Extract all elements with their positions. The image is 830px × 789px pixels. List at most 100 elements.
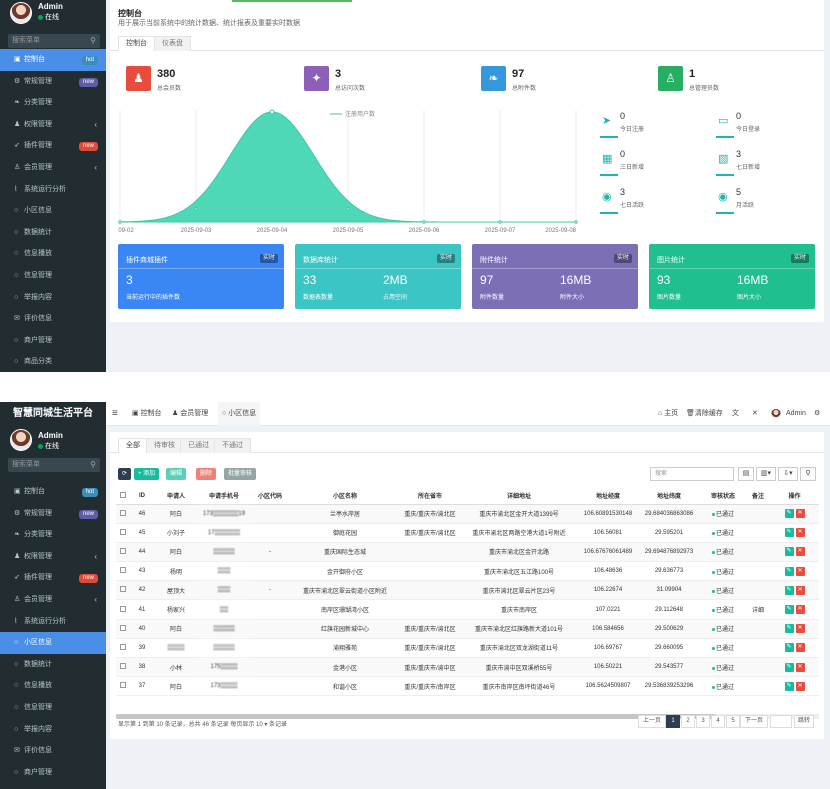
sidebar-search-input[interactable]: 搜索菜单 ⚲ (8, 458, 100, 472)
table-search-input[interactable]: 搜索 (650, 467, 734, 481)
translate-icon[interactable]: 文 (732, 410, 739, 417)
edit-pencil-icon[interactable]: ✎ (784, 624, 794, 634)
checkbox-icon[interactable] (120, 547, 126, 554)
nav-avatar[interactable] (770, 408, 782, 420)
sidebar-item-13[interactable]: ○ 商户管理 (0, 762, 106, 784)
chart-legend[interactable]: 注册用户数 (330, 110, 375, 118)
table-row[interactable]: 44 阿白 ▒▒▒▒▒ - 重庆国际生态城 重庆市渝北区金开北路 106.676760614… (116, 542, 819, 563)
data-point[interactable] (422, 220, 426, 224)
avatar[interactable] (10, 429, 32, 451)
delete-trash-icon[interactable]: ✕ (795, 528, 805, 538)
sidebar-item-10[interactable]: ○ 信息管理 (0, 697, 106, 719)
tab-dashboard[interactable]: 控制台 (118, 36, 155, 51)
delete-trash-icon[interactable]: ✕ (795, 547, 805, 557)
sidebar-search-input[interactable]: 搜索菜单 ⚲ (8, 34, 100, 48)
table-row[interactable]: 42 屋顶大 ▒▒▒ - 重庆市渝北区翠云街道小区附近 重庆市渝北区翠云片区23号 106.… (116, 580, 819, 601)
table-row[interactable]: 46 阿白 173▒▒▒▒▒▒19 兰亭水岸居 重庆/重庆市/渝北区 重庆市渝北区金开大道… (116, 504, 819, 524)
sidebar-item-10[interactable]: ○ 信息管理 (0, 265, 106, 287)
sidebar-item-13[interactable]: ○ 商户管理 (0, 330, 106, 352)
sidebar-item-8[interactable]: ○ 数据统计 (0, 654, 106, 676)
edit-pencil-icon[interactable]: ✎ (784, 605, 794, 615)
sidebar-item-11[interactable]: ○ 举报内容 (0, 287, 106, 309)
row-checkbox-cell[interactable] (116, 504, 130, 524)
page-button[interactable]: 5 (726, 715, 740, 728)
nav-tab-members[interactable]: ♟ 会员管理 (172, 402, 208, 426)
sidebar-item-9[interactable]: ○ 信息播放 (0, 675, 106, 697)
sidebar-item-2[interactable]: ❧ 分类管理 (0, 524, 106, 546)
search-icon[interactable]: ⚲ (800, 467, 816, 481)
nav-tab-dashboard[interactable]: ▣ 控制台 (132, 402, 162, 426)
table-row[interactable]: 45 小刘子 17▒▒▒▒▒▒ 御庭花园 重庆/重庆市/渝北区 重庆市渝北区两路空港大道1… (116, 523, 819, 543)
table-row[interactable]: 37 阿白 173▒▒▒▒ 和谐小区 重庆/重庆市/南岸区 重庆市南岸区南坪街道46号 10… (116, 676, 819, 697)
page-button[interactable]: 2 (681, 715, 695, 728)
page-button[interactable]: 下一页 (740, 715, 768, 728)
edit-pencil-icon[interactable]: ✎ (784, 566, 794, 576)
sidebar-item-7[interactable]: ○ 小区信息 (0, 632, 106, 655)
delete-trash-icon[interactable]: ✕ (795, 662, 805, 672)
menu-toggle-icon[interactable]: ≡ (112, 408, 118, 419)
data-point[interactable] (194, 207, 198, 211)
avatar[interactable] (10, 2, 32, 24)
row-checkbox-cell[interactable] (116, 523, 130, 543)
checkbox-icon[interactable] (120, 586, 126, 593)
sidebar-item-4[interactable]: ➶ 插件管理 new (0, 135, 106, 157)
checkbox-icon[interactable] (120, 567, 126, 574)
delete-trash-icon[interactable]: ✕ (795, 643, 805, 653)
search-icon[interactable]: ⚲ (90, 460, 96, 469)
page-jump-input[interactable] (770, 715, 792, 728)
sidebar-item-3[interactable]: ♟ 权限管理 ‹ (0, 114, 106, 136)
data-point[interactable] (118, 220, 122, 224)
sidebar-item-0[interactable]: ▣ 控制台 hot (0, 49, 106, 71)
export-icon[interactable]: ⇩▾ (778, 467, 798, 481)
data-point[interactable] (346, 207, 350, 211)
row-checkbox-cell[interactable] (116, 599, 130, 620)
clear-cache-button[interactable]: 🗑清除缓存 (686, 402, 723, 426)
delete-trash-icon[interactable]: ✕ (795, 585, 805, 595)
data-point[interactable] (269, 109, 275, 115)
row-checkbox-cell[interactable] (116, 676, 130, 697)
data-point[interactable] (574, 220, 578, 224)
checkbox-icon[interactable] (120, 491, 126, 498)
sidebar-item-4[interactable]: ➶ 插件管理 new (0, 567, 106, 589)
delete-trash-icon[interactable]: ✕ (795, 681, 805, 691)
table-row[interactable]: 39 ▒▒▒▒ ▒▒▒▒▒ 渝翔雅苑 重庆/重庆市/渝北区 重庆市渝北区双龙湖街道11号 1… (116, 638, 819, 659)
checkbox-icon[interactable] (120, 663, 126, 670)
page-button[interactable]: 上一页 (638, 715, 666, 728)
page-button[interactable]: 1 (666, 715, 680, 728)
sidebar-item-6[interactable]: ⌇ 系统运行分析 (0, 611, 106, 633)
table-row[interactable]: 40 阿白 ▒▒▒▒▒ 红旗花园新城中心 重庆/重庆市/渝北区 重庆市渝北区红旗路新大道1… (116, 619, 819, 639)
edit-button[interactable]: 编辑 (166, 468, 187, 480)
sidebar-item-12[interactable]: ✉ 评价信息 (0, 740, 106, 762)
row-checkbox-cell[interactable] (116, 580, 130, 601)
edit-pencil-icon[interactable]: ✎ (784, 585, 794, 595)
checkbox-icon[interactable] (120, 605, 126, 612)
home-link[interactable]: ⌂ 主页 (658, 402, 678, 426)
row-checkbox-cell[interactable] (116, 542, 130, 563)
columns-icon[interactable]: ▥▾ (756, 467, 776, 481)
page-button[interactable]: 3 (696, 715, 710, 728)
checkbox-icon[interactable] (120, 624, 126, 631)
sidebar-item-1[interactable]: ⚙ 常规管理 new (0, 71, 106, 93)
sidebar-item-11[interactable]: ○ 举报内容 (0, 719, 106, 741)
filter-tab-pending[interactable]: 待审核 (146, 438, 183, 453)
edit-pencil-icon[interactable]: ✎ (784, 528, 794, 538)
horizontal-scrollbar[interactable] (116, 714, 819, 719)
scrollbar-thumb[interactable] (116, 714, 716, 719)
nav-tab-community[interactable]: ○ 小区信息 (218, 402, 261, 426)
delete-trash-icon[interactable]: ✕ (795, 605, 805, 615)
row-checkbox-cell[interactable] (116, 561, 130, 582)
data-point[interactable] (498, 220, 502, 224)
search-icon[interactable]: ⚲ (90, 36, 96, 45)
brand-title[interactable]: 智慧同城生活平台 (0, 402, 106, 424)
table-row[interactable]: 38 小林 175▒▒▒▒ 金港小区 重庆/重庆市/渝中区 重庆市渝中区双溪桥55号 106… (116, 657, 819, 678)
nav-user-name[interactable]: Admin (786, 410, 806, 417)
edit-pencil-icon[interactable]: ✎ (784, 681, 794, 691)
refresh-button[interactable]: ⟳ (118, 468, 132, 480)
add-button[interactable]: + 添加 (134, 468, 160, 480)
sidebar-item-1[interactable]: ⚙ 常规管理 new (0, 503, 106, 525)
sidebar-item-8[interactable]: ○ 数据统计 (0, 222, 106, 244)
sidebar-item-0[interactable]: ▣ 控制台 hot (0, 481, 106, 503)
edit-pencil-icon[interactable]: ✎ (784, 509, 794, 519)
filter-tab-rejected[interactable]: 不通过 (214, 438, 251, 453)
sidebar-item-5[interactable]: ♙ 会员管理 ‹ (0, 157, 106, 179)
